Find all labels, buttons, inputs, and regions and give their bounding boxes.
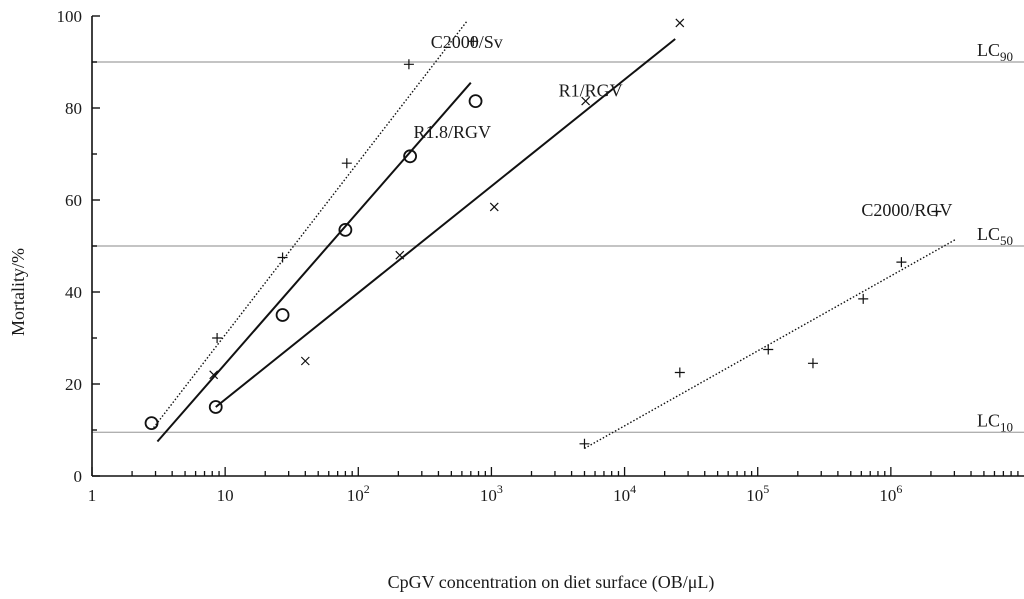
y-tick-label: 0 [74,467,83,486]
fit-line [156,82,472,443]
series-label: R1/RGV [559,81,623,101]
data-point [300,356,310,366]
y-tick-label: 100 [57,7,83,26]
data-point [341,158,352,169]
fit-line [215,38,676,408]
x-tick-label: 105 [746,482,769,505]
data-point [489,202,499,212]
y-tick-label: 80 [65,99,82,118]
data-point [858,293,869,304]
data-point [581,96,591,106]
x-tick-label: 102 [347,482,370,505]
data-point [579,438,590,449]
data-point [896,257,907,268]
data-point [931,206,942,217]
y-tick-label: 40 [65,283,82,302]
x-tick-label: 106 [879,482,902,505]
data-point [807,358,818,369]
reference-label: LC90 [977,40,1013,64]
y-tick-label: 60 [65,191,82,210]
axes: 0 20 40 60 80 100 1 10 102 103 104 105 106 [57,7,1024,505]
reference-label: LC10 [977,410,1013,434]
data-point [403,59,414,70]
data-point [403,149,418,164]
reference-lines [92,61,1024,433]
reference-label: LC50 [977,224,1013,248]
data-point [275,308,290,322]
x-tick-label: 103 [480,482,503,505]
fit-line [584,238,957,450]
y-tick-label: 20 [65,375,82,394]
data-point [209,370,219,380]
x-axis-title: CpGV concentration on diet surface (OB/μ… [388,572,715,593]
series-label: C2000/RGV [861,200,952,220]
data-point [763,344,774,355]
y-axis-title: Mortality/% [8,248,28,336]
data-point [395,250,405,260]
x-tick-label: 104 [613,482,636,505]
fit-line [153,20,468,429]
series-label: R1.8/RGV [414,122,492,142]
data-point [144,416,159,431]
fit-lines [153,20,957,450]
data-point [212,333,223,343]
data-point [675,18,685,28]
data-point [338,222,353,237]
data-point [468,36,479,47]
data-point [468,94,483,108]
data-point [277,252,288,263]
x-tick-label: 1 [88,486,97,505]
data-points [144,18,942,449]
x-tick-label: 10 [217,486,234,505]
annotations: LC90 LC50 LC10 C2000/Sv R1.8/RGV R1/RGV C2000/… [414,32,1013,434]
data-point [208,400,223,414]
series-label: C2000/Sv [431,32,503,52]
data-point [674,367,685,378]
